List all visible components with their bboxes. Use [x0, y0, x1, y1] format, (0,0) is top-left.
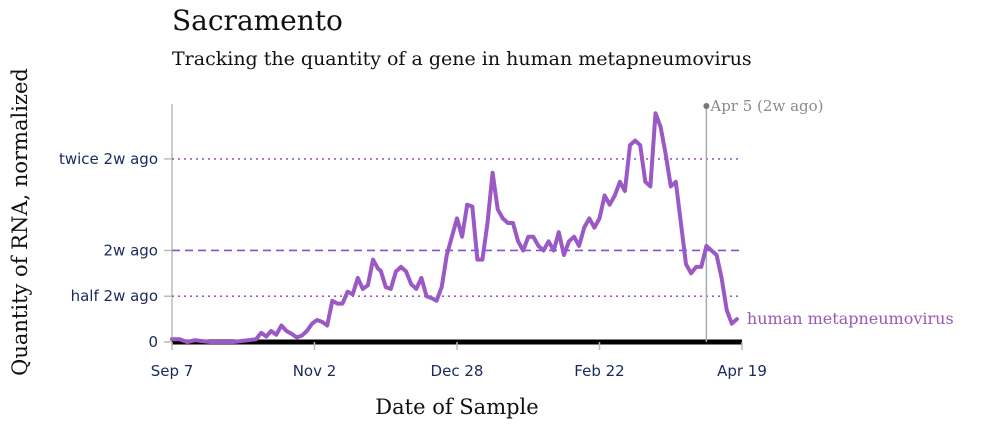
chart-title: Sacramento — [172, 4, 343, 37]
y-tick-label: 2w ago — [104, 241, 158, 259]
y-axis-title: Quantity of RNA, normalized — [8, 68, 32, 376]
x-tick-label: Apr 19 — [717, 362, 767, 380]
y-tick-label: twice 2w ago — [59, 150, 158, 168]
x-tick-label: Nov 2 — [293, 362, 337, 380]
annotation-dot — [703, 103, 710, 109]
y-tick-label: half 2w ago — [71, 287, 158, 305]
x-tick-label: Dec 28 — [431, 362, 484, 380]
x-tick-label: Sep 7 — [151, 362, 194, 380]
chart-subtitle: Tracking the quantity of a gene in human… — [172, 48, 752, 70]
series-line — [170, 111, 739, 344]
y-tick-label: 0 — [148, 333, 158, 351]
x-tick-label: Feb 22 — [574, 362, 624, 380]
annotation-label: Apr 5 (2w ago) — [709, 97, 823, 115]
series-label: human metapneumovirus — [747, 309, 954, 328]
x-axis-title: Date of Sample — [375, 395, 538, 419]
